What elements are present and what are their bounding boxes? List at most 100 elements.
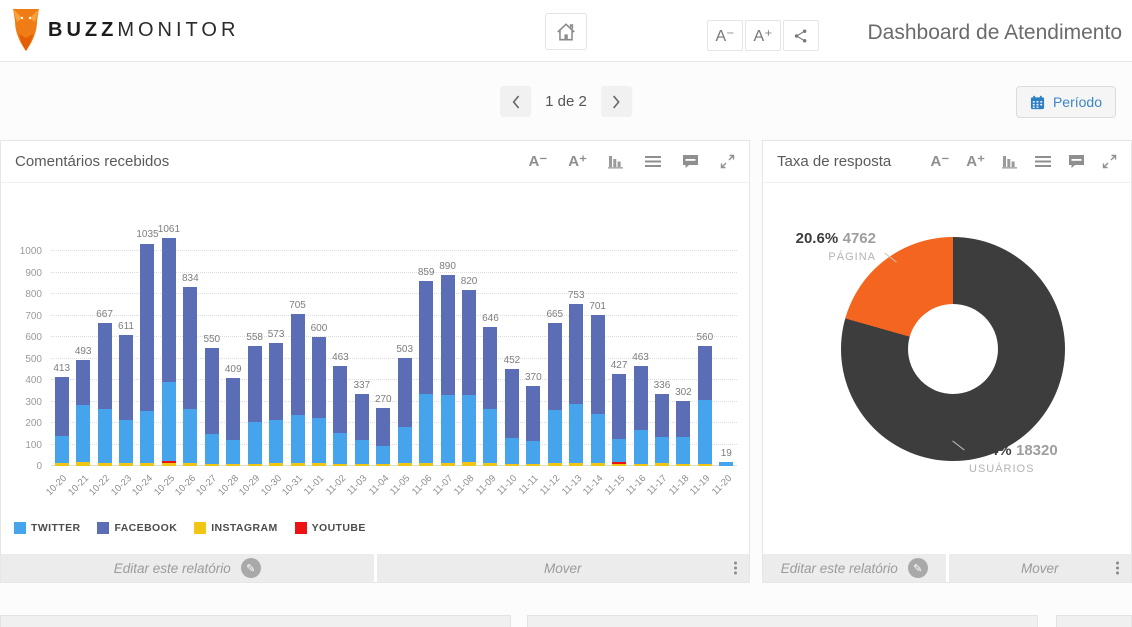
- bar-segment-instagram[interactable]: [140, 463, 155, 466]
- bar-segment-instagram[interactable]: [333, 463, 348, 466]
- bar-segment-facebook[interactable]: [247, 346, 262, 422]
- bar-segment-instagram[interactable]: [633, 463, 648, 466]
- bar-segment-facebook[interactable]: [140, 243, 155, 412]
- bar-segment-facebook[interactable]: [697, 345, 712, 400]
- bar-segment-facebook[interactable]: [526, 386, 541, 442]
- bar-segment-youtube[interactable]: [612, 462, 627, 464]
- kebab-menu-icon[interactable]: [1116, 561, 1119, 575]
- bar-segment-twitter[interactable]: [183, 409, 198, 463]
- bar-segment-twitter[interactable]: [590, 413, 605, 463]
- legend-item-twitter[interactable]: TWITTER: [14, 522, 80, 534]
- comments-icon[interactable]: [682, 154, 699, 169]
- bar-segment-facebook[interactable]: [633, 366, 648, 431]
- bar-segment-facebook[interactable]: [590, 315, 605, 414]
- bar-segment-facebook[interactable]: [290, 314, 305, 416]
- bar-segment-twitter[interactable]: [76, 404, 91, 463]
- bar-segment-facebook[interactable]: [204, 347, 219, 434]
- bar-segment-twitter[interactable]: [697, 400, 712, 464]
- bar-segment-facebook[interactable]: [569, 304, 584, 404]
- bar-segment-facebook[interactable]: [269, 342, 284, 420]
- font-increase-button[interactable]: A⁺: [966, 153, 985, 170]
- bar-segment-instagram[interactable]: [376, 464, 391, 466]
- bar-segment-instagram[interactable]: [183, 462, 198, 466]
- bar-segment-instagram[interactable]: [590, 463, 605, 466]
- bar-segment-facebook[interactable]: [333, 366, 348, 433]
- bar-segment-instagram[interactable]: [97, 462, 112, 466]
- bar-segment-facebook[interactable]: [119, 334, 134, 420]
- prev-page-button[interactable]: [500, 86, 532, 117]
- bar-segment-twitter[interactable]: [504, 438, 519, 464]
- bar-segment-facebook[interactable]: [504, 368, 519, 439]
- bar-segment-instagram[interactable]: [397, 463, 412, 466]
- edit-report-button[interactable]: Editar este relatório ✎: [1, 554, 374, 582]
- bar-segment-facebook[interactable]: [54, 377, 69, 436]
- bar-segment-instagram[interactable]: [76, 462, 91, 466]
- bar-segment-instagram[interactable]: [483, 462, 498, 466]
- bar-segment-twitter[interactable]: [226, 440, 241, 465]
- bar-segment-instagram[interactable]: [290, 463, 305, 466]
- bar-segment-twitter[interactable]: [569, 403, 584, 464]
- bar-segment-instagram[interactable]: [697, 463, 712, 466]
- bar-segment-instagram[interactable]: [269, 463, 284, 466]
- comments-icon[interactable]: [1068, 154, 1085, 169]
- bar-segment-facebook[interactable]: [462, 289, 477, 396]
- bar-segment-facebook[interactable]: [547, 323, 562, 411]
- bar-segment-instagram[interactable]: [204, 463, 219, 466]
- bar-segment-twitter[interactable]: [719, 461, 734, 466]
- legend-item-youtube[interactable]: YOUTUBE: [294, 522, 366, 534]
- bar-chart-icon[interactable]: [1002, 154, 1018, 169]
- legend-item-facebook[interactable]: FACEBOOK: [97, 522, 177, 534]
- bar-segment-facebook[interactable]: [419, 281, 434, 394]
- bar-segment-twitter[interactable]: [354, 440, 369, 465]
- bar-segment-twitter[interactable]: [140, 411, 155, 464]
- bar-segment-instagram[interactable]: [569, 463, 584, 466]
- font-decrease-button[interactable]: A⁻: [528, 153, 548, 170]
- kebab-menu-icon[interactable]: [734, 561, 737, 575]
- bar-segment-instagram[interactable]: [161, 462, 176, 466]
- bar-segment-twitter[interactable]: [419, 393, 434, 463]
- bar-segment-facebook[interactable]: [440, 274, 455, 396]
- bar-segment-facebook[interactable]: [311, 337, 326, 418]
- bar-segment-facebook[interactable]: [376, 407, 391, 446]
- list-view-icon[interactable]: [1035, 155, 1051, 168]
- bar-segment-twitter[interactable]: [97, 409, 112, 463]
- bar-segment-facebook[interactable]: [161, 237, 176, 383]
- bar-segment-twitter[interactable]: [204, 433, 219, 464]
- bar-segment-instagram[interactable]: [612, 463, 627, 466]
- expand-icon[interactable]: [1102, 154, 1117, 169]
- bar-segment-facebook[interactable]: [97, 322, 112, 410]
- bar-segment-twitter[interactable]: [483, 409, 498, 463]
- share-button[interactable]: [783, 20, 819, 51]
- bar-segment-instagram[interactable]: [354, 464, 369, 466]
- edit-report-button[interactable]: Editar este relatório ✎: [763, 554, 946, 582]
- move-button[interactable]: Mover: [948, 554, 1131, 582]
- period-button[interactable]: Período: [1015, 86, 1116, 118]
- legend-item-instagram[interactable]: INSTAGRAM: [194, 522, 277, 534]
- bar-segment-instagram[interactable]: [247, 463, 262, 466]
- bar-segment-twitter[interactable]: [547, 410, 562, 464]
- bar-segment-instagram[interactable]: [547, 463, 562, 466]
- bar-segment-twitter[interactable]: [161, 382, 176, 461]
- bar-segment-twitter[interactable]: [119, 419, 134, 464]
- bar-segment-instagram[interactable]: [311, 463, 326, 466]
- bar-segment-facebook[interactable]: [483, 327, 498, 410]
- bar-segment-facebook[interactable]: [612, 374, 627, 439]
- font-increase-button[interactable]: A⁺: [745, 20, 781, 51]
- bar-segment-twitter[interactable]: [311, 417, 326, 464]
- bar-segment-instagram[interactable]: [419, 462, 434, 466]
- bar-segment-instagram[interactable]: [654, 463, 669, 466]
- bar-segment-twitter[interactable]: [397, 426, 412, 464]
- buzzmonitor-logo[interactable]: BUZZMONITOR: [12, 8, 239, 52]
- bar-segment-twitter[interactable]: [462, 395, 477, 463]
- bar-segment-facebook[interactable]: [654, 393, 669, 437]
- bar-segment-facebook[interactable]: [397, 357, 412, 427]
- bar-segment-twitter[interactable]: [612, 438, 627, 463]
- bar-segment-twitter[interactable]: [440, 395, 455, 464]
- move-button[interactable]: Mover: [376, 554, 749, 582]
- bar-segment-facebook[interactable]: [676, 401, 691, 437]
- bar-segment-twitter[interactable]: [676, 436, 691, 464]
- bar-segment-twitter[interactable]: [54, 435, 69, 464]
- bar-segment-instagram[interactable]: [526, 464, 541, 466]
- bar-segment-instagram[interactable]: [119, 463, 134, 466]
- bar-segment-twitter[interactable]: [333, 432, 348, 464]
